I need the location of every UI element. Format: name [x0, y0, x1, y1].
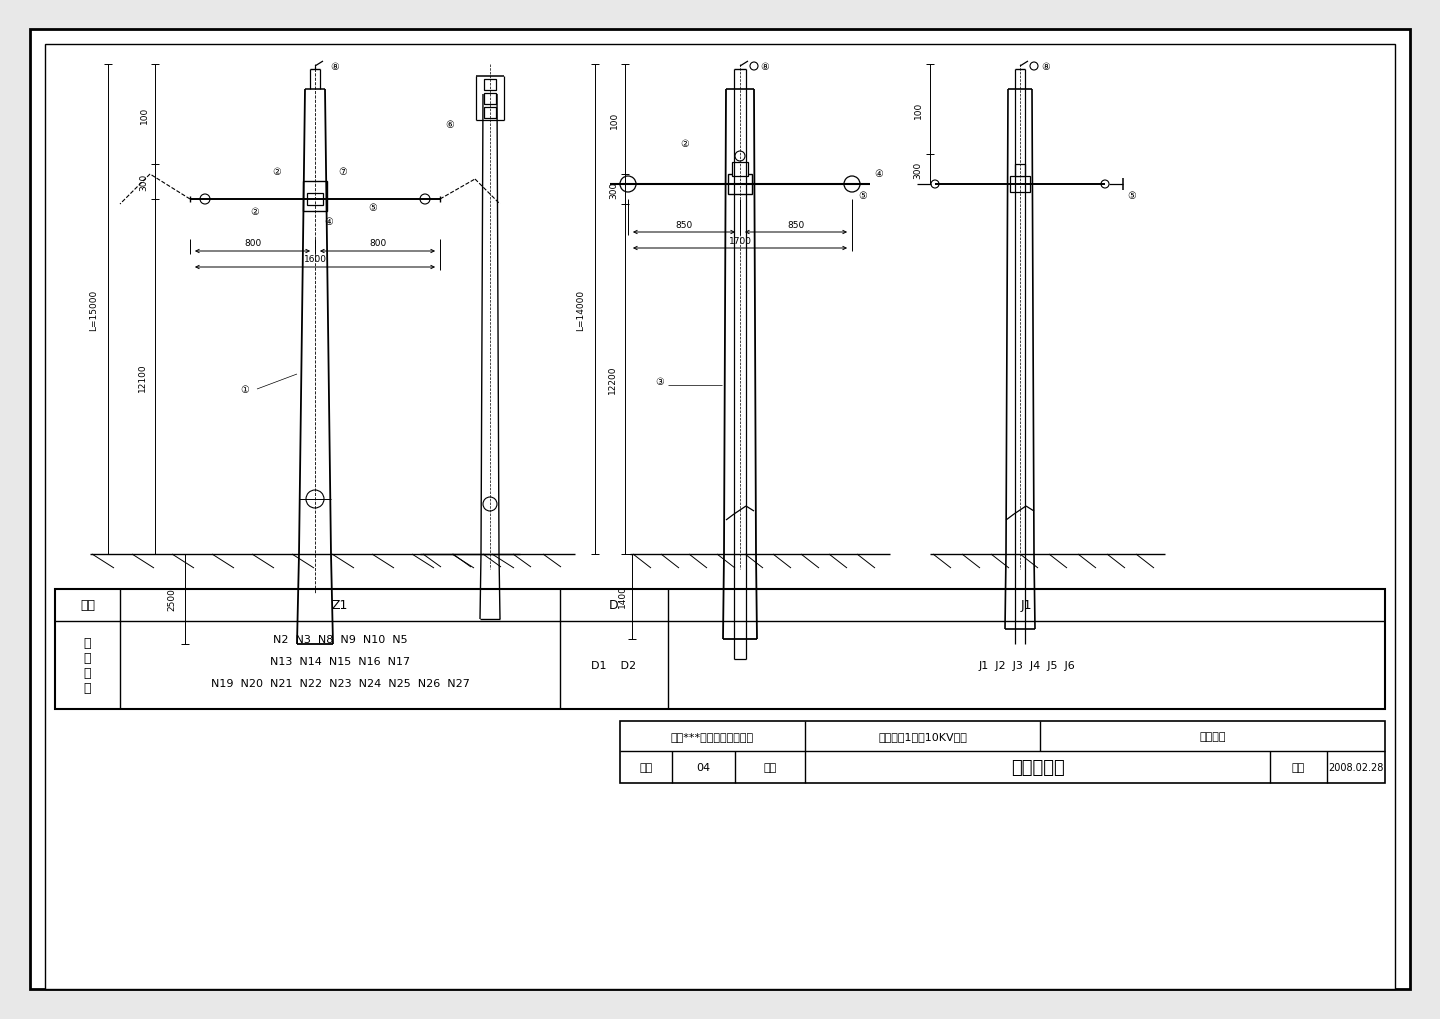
Text: 850: 850 [675, 220, 693, 229]
Text: 使
用
杆
型: 使 用 杆 型 [84, 637, 91, 694]
Text: N13  N14  N15  N16  N17: N13 N14 N15 N16 N17 [269, 656, 410, 666]
Text: 图名: 图名 [763, 762, 776, 772]
Text: L=14000: L=14000 [576, 289, 586, 330]
Bar [302, 181, 327, 212]
Text: 300: 300 [140, 173, 148, 191]
Text: ②: ② [680, 139, 688, 149]
Text: J1: J1 [1021, 599, 1032, 611]
Text: 1700: 1700 [729, 236, 752, 246]
Text: 850: 850 [788, 220, 805, 229]
Text: 12100: 12100 [137, 363, 147, 391]
Text: 杆型: 杆型 [81, 599, 95, 611]
Text: 1600: 1600 [304, 255, 327, 264]
Bar [1015, 165, 1025, 177]
Text: ④: ④ [874, 169, 883, 178]
Text: ⑧: ⑧ [331, 62, 340, 72]
Text: L=15000: L=15000 [89, 289, 98, 330]
Text: ②: ② [272, 167, 281, 177]
Text: D: D [609, 599, 619, 611]
Text: 300: 300 [609, 181, 619, 199]
Bar [55, 589, 1385, 709]
Text: ⑤: ⑤ [1128, 191, 1136, 201]
Bar [484, 94, 495, 105]
Bar [1009, 177, 1030, 193]
Bar [484, 79, 495, 91]
Text: ⑤: ⑤ [858, 191, 867, 201]
Text: ③: ③ [655, 377, 664, 386]
Bar [732, 163, 747, 177]
Text: ①: ① [240, 384, 249, 394]
Bar [729, 175, 752, 195]
Text: Z1: Z1 [331, 599, 348, 611]
Text: N19  N20  N21  N22  N23  N24  N25  N26  N27: N19 N20 N21 N22 N23 N24 N25 N26 N27 [210, 679, 469, 688]
Text: 成都园区1号线10KV线路: 成都园区1号线10KV线路 [878, 732, 966, 741]
Text: 2008.02.28: 2008.02.28 [1328, 762, 1384, 772]
Text: ⑧: ⑧ [1041, 62, 1050, 72]
Text: ⑦: ⑦ [338, 167, 347, 177]
Text: 100: 100 [140, 106, 148, 123]
Text: 300: 300 [913, 161, 923, 178]
Text: 杆型一览表: 杆型一览表 [1011, 758, 1064, 776]
Text: 04: 04 [697, 762, 710, 772]
Bar [484, 108, 495, 119]
Text: J1  J2  J3  J4  J5  J6: J1 J2 J3 J4 J5 J6 [978, 660, 1074, 671]
Text: ⑥: ⑥ [445, 120, 455, 129]
Text: ⑧: ⑧ [760, 62, 769, 72]
Text: 800: 800 [243, 239, 261, 249]
Text: ⑤: ⑤ [369, 203, 377, 213]
Text: 800: 800 [369, 239, 386, 249]
Bar [621, 721, 1385, 784]
Text: 12200: 12200 [608, 366, 616, 394]
Text: N2  N3  N8  N9  N10  N5: N2 N3 N8 N9 N10 N5 [272, 635, 408, 644]
Text: 时间: 时间 [1292, 762, 1305, 772]
Text: 100: 100 [913, 101, 923, 118]
Text: 图号: 图号 [639, 762, 652, 772]
Text: 线路工程: 线路工程 [1200, 732, 1225, 741]
Text: 2500: 2500 [167, 588, 177, 610]
Bar [307, 194, 323, 206]
Text: 100: 100 [609, 111, 619, 128]
Text: ②: ② [251, 207, 259, 217]
Text: 四川***电力设计有限公司: 四川***电力设计有限公司 [671, 732, 755, 741]
Text: ④: ④ [324, 217, 334, 227]
Text: 1400: 1400 [618, 585, 626, 608]
Text: D1    D2: D1 D2 [592, 660, 636, 671]
